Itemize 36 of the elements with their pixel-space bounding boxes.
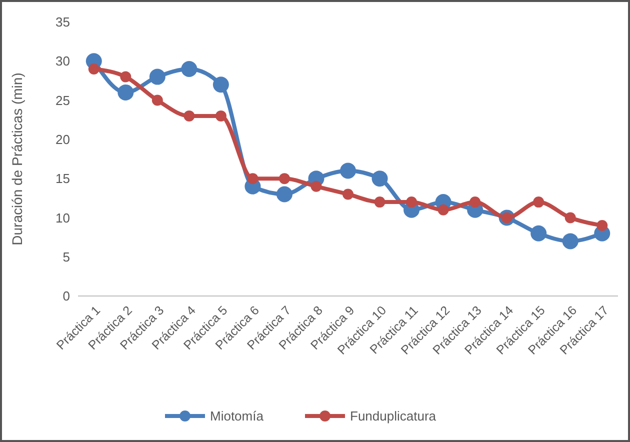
point	[247, 173, 258, 184]
point	[564, 212, 576, 224]
point	[212, 76, 229, 93]
point	[215, 110, 226, 122]
point	[149, 68, 166, 85]
point	[438, 204, 449, 216]
legend-label: Miotomía	[210, 408, 264, 424]
point	[184, 110, 195, 122]
point	[562, 233, 578, 250]
y-tick-label: 15	[56, 171, 70, 186]
y-tick-label: 30	[56, 54, 70, 69]
point	[470, 196, 481, 208]
y-tick-label: 25	[56, 92, 70, 108]
y-tick-label: 20	[56, 132, 70, 147]
point	[406, 196, 418, 208]
point	[120, 71, 132, 82]
point	[88, 63, 100, 74]
point	[181, 60, 198, 77]
y-tick-label: 0	[62, 288, 70, 304]
point	[118, 84, 134, 100]
y-tick-label: 35	[56, 14, 70, 30]
legend-label: Funduplicatura	[350, 408, 437, 424]
point	[372, 170, 388, 187]
point	[533, 196, 544, 208]
point	[596, 220, 608, 232]
point	[152, 94, 163, 106]
y-axis-title: Duración de Prácticas (min)	[9, 72, 25, 246]
point	[310, 180, 322, 192]
y-tick-label: 10	[56, 210, 70, 226]
y-tick-label: 5	[62, 249, 70, 264]
point	[340, 162, 356, 179]
point	[276, 186, 292, 202]
point	[278, 173, 290, 184]
point	[530, 225, 547, 242]
point	[342, 188, 354, 200]
point	[374, 196, 386, 208]
